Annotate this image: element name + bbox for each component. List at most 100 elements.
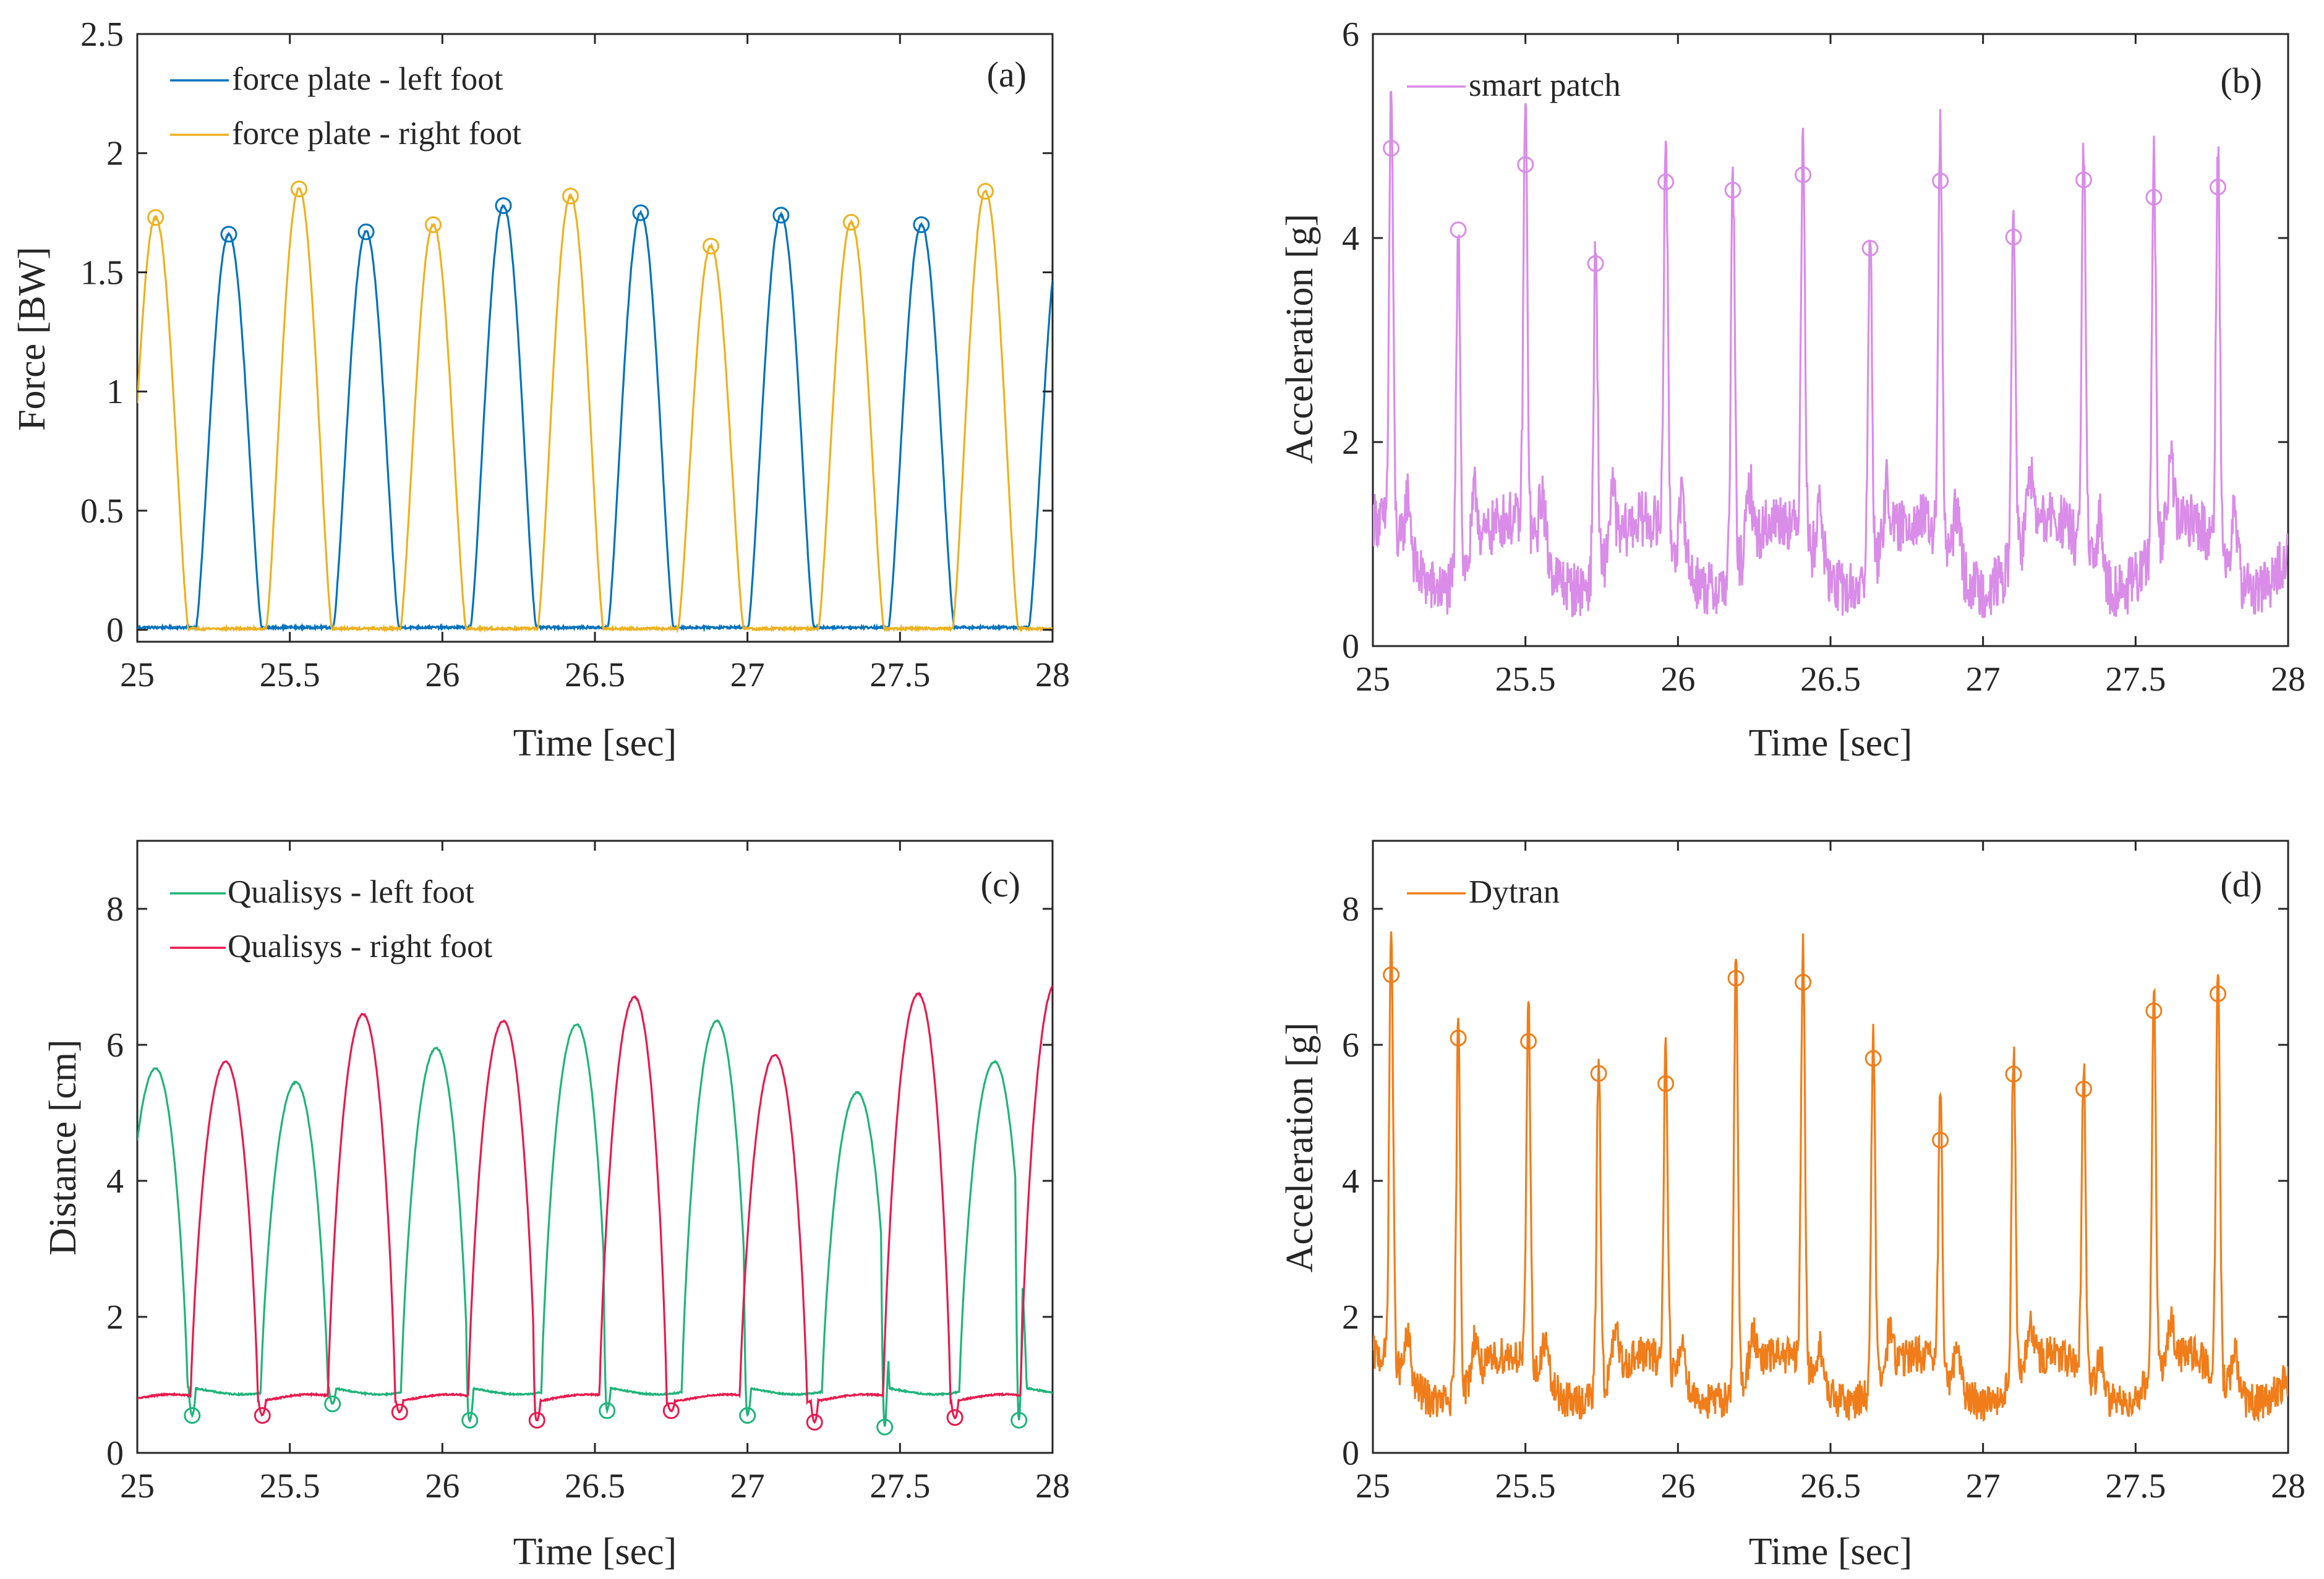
panel-d-ticks: 25 25.5 26 26.5 27 27.5 28 0 2 4 6 8 [1342,841,2305,1505]
panel-b-legend: smart patch [1407,67,1621,103]
marker-a-1-0 [147,209,164,226]
panel-c-plot-area [137,985,1053,1436]
ytick-label-c-4: 8 [106,890,124,929]
ytick-label-c-3: 6 [106,1026,124,1065]
xtick-label-c-6: 28 [1035,1467,1070,1505]
panel-b-label: (b) [2220,61,2262,101]
panel-c: 25 25.5 26 26.5 27 27.5 28 0 2 4 6 8 Qualisys - lef… [42,840,1070,1573]
panel-a-legend: force plate - left foot force plate - ri… [170,61,521,151]
xtick-label-b-4: 27 [1966,660,2001,699]
panel-c-ticks: 25 25.5 26 26.5 27 27.5 28 0 2 4 6 8 [106,841,1070,1505]
panel-a-ticks: 25 25.5 26 26.5 27 27.5 28 0 0.5 1 1.5 2 2.5 [80,15,1070,694]
marker-d-0-10 [2075,1081,2092,1097]
panel-b-plot-area [1373,90,2288,618]
xtick-label-c-0: 25 [120,1467,155,1505]
panel-c-series [137,985,1053,1436]
panel-b-ticks: 25 25.5 26 26.5 27 27.5 28 0 2 4 6 [1342,15,2305,699]
panel-a-series [137,181,1053,634]
legend-label-left-foot: force plate - left foot [232,61,503,97]
panel-d-series [1373,931,2288,1423]
marker-c-0-0 [184,1407,201,1424]
ytick-label-b-2: 4 [1342,219,1359,258]
marker-c-0-2 [461,1411,479,1429]
panel-a-label: (a) [987,54,1027,95]
xtick-label-a-3: 26.5 [565,656,625,694]
ytick-label-d-0: 0 [1342,1434,1359,1473]
panel-c-label: (c) [981,864,1020,904]
xtick-label-d-5: 27.5 [2105,1467,2166,1505]
xtick-label-d-6: 28 [2271,1467,2305,1505]
marker-c-1-2 [528,1411,545,1429]
xtick-label-b-0: 25 [1356,660,1390,699]
ytick-label-d-1: 2 [1342,1298,1359,1337]
marker-d-0-2 [1520,1033,1537,1050]
xtick-label-c-3: 26.5 [565,1467,625,1505]
marker-a-0-4 [772,206,790,224]
xtick-label-a-5: 27.5 [869,656,930,694]
ytick-label-d-2: 4 [1342,1162,1359,1201]
ytick-label-b-0: 0 [1342,628,1359,666]
ytick-label-a-2: 1 [106,373,124,411]
ytick-label-a-4: 2 [106,135,124,173]
marker-c-1-3 [662,1402,680,1419]
marker-c-1-5 [946,1409,963,1426]
marker-c-0-5 [876,1418,894,1436]
marker-a-1-5 [842,214,860,231]
marker-b-0-12 [2210,179,2226,195]
marker-a-1-3 [562,187,579,205]
panel-d-legend: Dytran [1407,874,1560,910]
marker-d-0-0 [1383,966,1400,984]
marker-c-0-6 [1010,1411,1028,1429]
xtick-label-c-1: 25.5 [260,1467,320,1505]
series-line-b-0 [1373,90,2288,618]
panel-c-legend: Qualisys - left foot Qualisys - right fo… [170,874,493,964]
legend-label-dytran: Dytran [1469,874,1560,910]
marker-a-1-1 [291,181,307,198]
panel-d-label: (d) [2220,864,2262,904]
ytick-label-a-0: 0 [106,611,124,650]
marker-b-0-7 [1861,240,1879,257]
panel-b-ylabel: Acceleration [g] [1279,214,1321,464]
xtick-label-b-6: 28 [2271,660,2305,699]
marker-d-0-1 [1450,1029,1467,1047]
marker-c-0-1 [324,1395,341,1413]
marker-d-0-8 [1932,1131,1949,1149]
marker-b-0-5 [1724,182,1741,198]
xtick-label-a-0: 25 [120,656,155,694]
legend-label-right-foot: force plate - right foot [232,116,521,151]
series-line-d-0 [1373,931,2288,1423]
marker-a-1-4 [703,237,719,255]
panel-c-axes-box [136,840,1054,1454]
xtick-label-b-2: 26 [1660,660,1695,699]
marker-b-0-6 [1795,166,1812,184]
xtick-label-a-2: 26 [425,656,459,694]
marker-b-0-8 [1932,172,1949,190]
panel-a-ylabel: Force [BW] [11,247,53,431]
panel-c-xlabel: Time [sec] [513,1531,677,1573]
marker-a-1-6 [977,182,994,200]
ytick-label-a-3: 1.5 [80,253,124,292]
legend-label-smart-patch: smart patch [1469,67,1621,103]
series-line-c-1 [137,985,1053,1424]
xtick-label-b-5: 27.5 [2105,660,2166,699]
marker-b-0-11 [2145,189,2163,206]
marker-a-0-3 [632,204,649,221]
xtick-label-b-1: 25.5 [1495,660,1556,699]
xtick-label-c-4: 27 [730,1467,765,1505]
marker-d-0-6 [1795,974,1812,991]
ytick-label-c-2: 4 [106,1162,124,1201]
marker-d-0-12 [2210,985,2226,1002]
ytick-label-a-1: 0.5 [80,492,124,530]
xtick-label-d-0: 25 [1356,1467,1390,1505]
panel-a: 25 25.5 26 26.5 27 27.5 28 0 0.5 1 1.5 2 2.5 force p… [11,15,1070,764]
marker-a-0-0 [220,226,237,243]
xtick-label-a-1: 25.5 [260,656,320,694]
xtick-label-d-2: 26 [1660,1467,1695,1505]
marker-a-0-5 [913,216,930,233]
panel-b-xlabel: Time [sec] [1749,722,1913,764]
xtick-label-a-6: 28 [1035,656,1070,694]
marker-c-1-0 [254,1407,271,1424]
marker-b-0-3 [1587,255,1604,272]
marker-b-0-4 [1657,173,1675,190]
marker-a-0-2 [495,197,512,215]
